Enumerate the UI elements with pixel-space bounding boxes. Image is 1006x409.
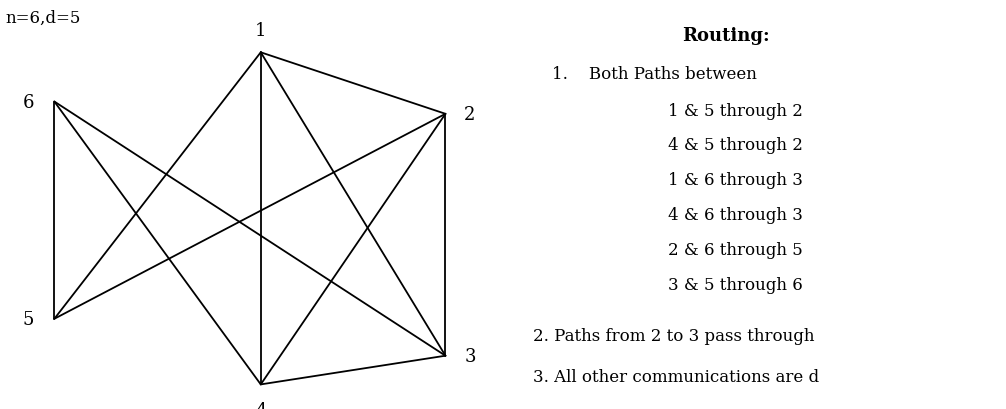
Text: Routing:: Routing: [682,27,770,45]
Text: 2 & 6 through 5: 2 & 6 through 5 [668,241,803,258]
Text: 1 & 6 through 3: 1 & 6 through 3 [668,172,803,189]
Text: 6: 6 [22,93,34,111]
Text: 5: 5 [22,310,34,328]
Text: 1 & 5 through 2: 1 & 5 through 2 [668,102,803,119]
Text: 3: 3 [464,347,476,365]
Text: 1: 1 [255,22,267,40]
Text: 4: 4 [256,401,267,409]
Text: 4 & 5 through 2: 4 & 5 through 2 [668,137,803,154]
Text: 1.    Both Paths between: 1. Both Paths between [552,65,757,82]
Text: n=6,d=5: n=6,d=5 [5,10,80,27]
Text: 2: 2 [464,106,476,124]
Text: 4 & 6 through 3: 4 & 6 through 3 [668,207,803,223]
Text: 2. Paths from 2 to 3 pass through: 2. Paths from 2 to 3 pass through [533,327,814,344]
Text: 3. All other communications are d: 3. All other communications are d [533,368,819,385]
Text: 3 & 5 through 6: 3 & 5 through 6 [668,276,803,293]
